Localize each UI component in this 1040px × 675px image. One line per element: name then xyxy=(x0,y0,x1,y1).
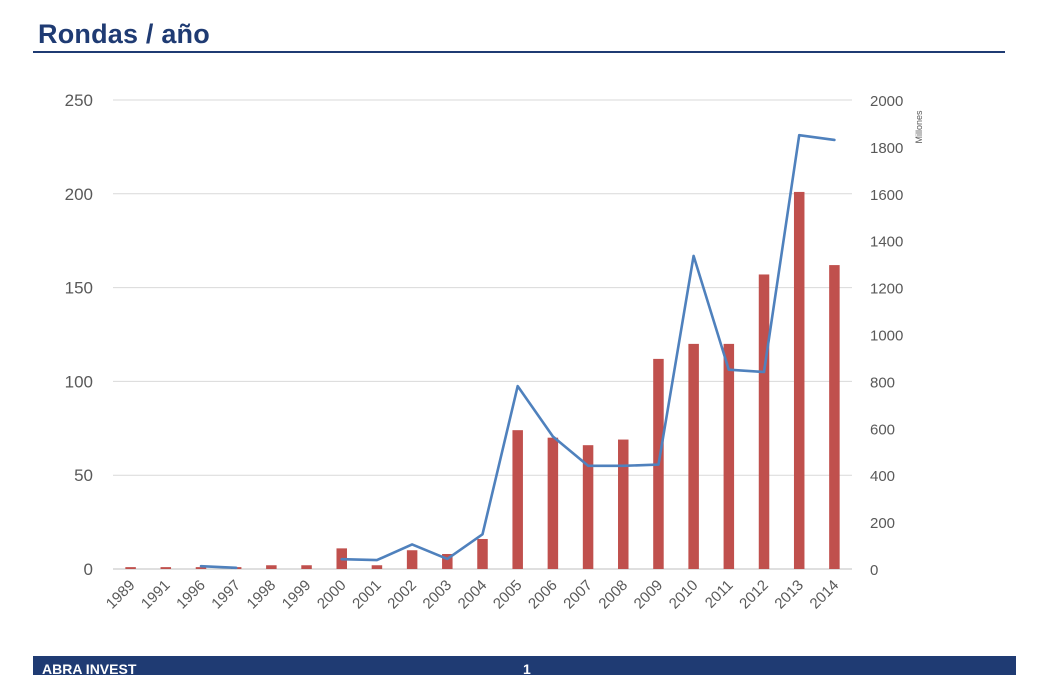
x-tick-label: 1998 xyxy=(244,577,280,613)
x-tick-label: 2008 xyxy=(595,577,631,613)
x-tick-label: 1997 xyxy=(208,577,244,613)
bar xyxy=(195,567,207,569)
bar xyxy=(793,191,805,569)
x-tick-label: 2012 xyxy=(736,577,772,613)
y2-tick-label: 800 xyxy=(870,374,895,391)
x-tick-label: 1989 xyxy=(103,577,139,613)
footer-brand: ABRA INVEST xyxy=(42,661,137,675)
y-tick-label: 200 xyxy=(65,185,93,204)
bar xyxy=(723,343,735,569)
y2-tick-label: 1200 xyxy=(870,281,903,298)
bar xyxy=(829,265,840,569)
page-number: 1 xyxy=(523,661,531,675)
bar xyxy=(406,550,418,569)
x-tick-label: 2009 xyxy=(631,577,667,613)
bar xyxy=(266,565,277,569)
y-tick-label: 100 xyxy=(65,372,93,391)
bar xyxy=(688,343,699,569)
slide-title: Rondas / año xyxy=(38,19,210,49)
x-tick-label: 1991 xyxy=(138,577,174,613)
x-tick-label: 1999 xyxy=(279,577,315,613)
bar xyxy=(477,538,488,569)
bar xyxy=(512,430,523,569)
y2-tick-label: 1000 xyxy=(870,328,903,345)
y-tick-label: 150 xyxy=(65,279,93,298)
series-line xyxy=(199,133,836,570)
bar xyxy=(547,437,559,569)
x-tick-label: 2001 xyxy=(349,577,385,613)
rounds-per-year-chart: 0 50 100 150 200 250 0 200 400 600 800 1000 1200 1400… xyxy=(65,91,924,613)
y2-tick-label: 1400 xyxy=(870,234,903,251)
x-tick-label: 2002 xyxy=(384,577,420,613)
x-tick-label: 2003 xyxy=(420,577,456,613)
y-tick-label: 50 xyxy=(74,466,93,485)
y2-tick-label: 200 xyxy=(870,515,895,532)
bar xyxy=(758,274,770,569)
bar xyxy=(618,439,629,569)
x-tick-label: 2010 xyxy=(666,577,702,613)
y2-axis-label: Millones xyxy=(914,110,924,144)
y-tick-label: 250 xyxy=(65,91,93,110)
bar xyxy=(301,565,312,569)
y2-tick-label: 1800 xyxy=(870,140,903,157)
footer-bar: ABRA INVEST 1 xyxy=(33,656,1016,675)
y2-tick-label: 600 xyxy=(870,421,895,438)
bar xyxy=(371,565,383,569)
x-tick-label: 2006 xyxy=(525,577,561,613)
x-tick-label: 2000 xyxy=(314,577,350,613)
y-tick-label: 0 xyxy=(84,560,93,579)
bar xyxy=(582,445,594,569)
bar xyxy=(125,567,136,569)
x-tick-label: 2007 xyxy=(560,577,596,613)
y2-tick-label: 2000 xyxy=(870,93,903,110)
bar xyxy=(160,567,172,569)
x-tick-label: 2004 xyxy=(455,577,491,613)
bar xyxy=(442,553,453,569)
x-tick-label: 2013 xyxy=(771,577,807,613)
y2-tick-label: 0 xyxy=(870,562,878,579)
title-underline xyxy=(33,51,1005,53)
x-tick-label: 2005 xyxy=(490,577,526,613)
x-tick-label: 2014 xyxy=(807,577,843,613)
x-tick-label: 1996 xyxy=(173,577,209,613)
y2-tick-label: 1600 xyxy=(870,187,903,204)
x-tick-label: 2011 xyxy=(702,577,737,612)
y2-tick-label: 400 xyxy=(870,468,895,485)
